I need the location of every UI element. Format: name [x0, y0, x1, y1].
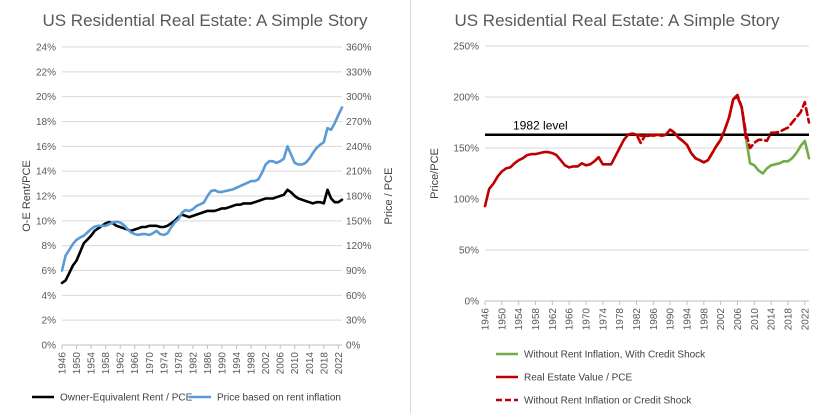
y2-tick-label: 330%: [346, 67, 372, 78]
x-tick-label: 1994: [682, 308, 693, 331]
legend-label-without-rent-inflation-or-credit-shock: Without Rent Inflation or Credit Shock: [524, 396, 692, 407]
series-line-real-estate-value-pce: [483, 95, 748, 208]
x-tick-label: 1958: [531, 308, 542, 331]
series-line-without-rent-inflation-or-credit-shock: [626, 93, 811, 164]
x-tick-label: 1986: [649, 308, 660, 331]
y-tick-label: 6%: [42, 266, 57, 277]
y2-tick-label: 180%: [346, 192, 372, 203]
legend-label-price-based-on-rent-inflation: Price based on rent inflation: [217, 393, 341, 404]
y2-tick-label: 150%: [346, 216, 372, 227]
legend-label-owner-equivalent-rent-pce: Owner-Equivalent Rent / PCE: [60, 393, 193, 404]
x-tick-label: 1954: [514, 308, 525, 331]
x-tick-label: 2006: [733, 308, 744, 331]
right-chart-svg: US Residential Real Estate: A Simple Sto…: [429, 11, 811, 407]
y-axis-title: O-E Rent/PCE: [21, 160, 33, 232]
y2-tick-label: 0%: [346, 341, 361, 352]
series-line-without-rent-inflation-with-credit-shock: [744, 136, 811, 175]
y-tick-label: 50%: [459, 246, 479, 257]
x-tick-label: 2006: [276, 352, 287, 375]
y2-axis-title: Price / PCE: [383, 168, 395, 225]
series-line-owner-equivalent-rent-pce: [60, 188, 344, 285]
x-tick-label: 1990: [218, 352, 229, 375]
x-tick-label: 1974: [159, 352, 170, 375]
x-tick-label: 2010: [750, 308, 761, 331]
y-tick-label: 24%: [36, 43, 56, 54]
x-tick-label: 1950: [497, 308, 508, 331]
y-tick-label: 250%: [453, 42, 479, 53]
chart-title: US Residential Real Estate: A Simple Sto…: [42, 11, 368, 30]
right-chart-panel: US Residential Real Estate: A Simple Sto…: [411, 0, 822, 413]
y-tick-label: 200%: [453, 93, 479, 104]
x-tick-label: 1978: [615, 308, 626, 331]
x-tick-label: 1962: [548, 308, 559, 331]
series-line-price-based-on-rent-inflation: [60, 106, 344, 272]
y-tick-label: 14%: [36, 167, 56, 178]
y2-tick-label: 90%: [346, 266, 366, 277]
x-tick-label: 1986: [203, 352, 214, 375]
y-tick-label: 12%: [36, 192, 56, 203]
y2-tick-label: 360%: [346, 43, 372, 54]
x-tick-label: 1974: [598, 308, 609, 331]
y-tick-label: 8%: [42, 241, 57, 252]
y-tick-label: 0%: [42, 341, 57, 352]
x-tick-label: 1946: [58, 352, 69, 375]
x-tick-label: 2018: [319, 352, 330, 375]
left-chart-svg: US Residential Real Estate: A Simple Sto…: [21, 11, 395, 404]
y-axis-title: Price/PCE: [429, 148, 441, 199]
legend-label-real-estate-value-pce: Real Estate Value / PCE: [524, 373, 633, 384]
x-tick-label: 2014: [305, 352, 316, 375]
x-tick-label: 1962: [116, 352, 127, 375]
y-tick-label: 20%: [36, 92, 56, 103]
y2-tick-label: 270%: [346, 117, 372, 128]
x-tick-label: 1966: [565, 308, 576, 331]
y2-tick-label: 240%: [346, 142, 372, 153]
x-tick-label: 1998: [699, 308, 710, 331]
x-tick-label: 1982: [188, 352, 199, 375]
y-tick-label: 0%: [465, 297, 480, 308]
y2-tick-label: 210%: [346, 167, 372, 178]
y-tick-label: 100%: [453, 195, 479, 206]
x-tick-label: 2014: [767, 308, 778, 331]
y-tick-label: 150%: [453, 144, 479, 155]
left-chart-panel: US Residential Real Estate: A Simple Sto…: [21, 11, 395, 404]
x-tick-label: 2002: [716, 308, 727, 331]
reference-line-label: 1982 level: [513, 119, 568, 133]
x-tick-label: 1994: [232, 352, 243, 375]
y-tick-label: 4%: [42, 291, 57, 302]
y2-tick-label: 60%: [346, 291, 366, 302]
y-tick-label: 2%: [42, 316, 57, 327]
y-tick-label: 10%: [36, 216, 56, 227]
x-tick-label: 1954: [87, 352, 98, 375]
x-tick-label: 1958: [101, 352, 112, 375]
legend-label-without-rent-inflation-with-credit-shock: Without Rent Inflation, With Credit Shoc…: [524, 350, 706, 361]
x-tick-label: 2018: [783, 308, 794, 331]
x-tick-label: 2022: [334, 352, 345, 375]
x-tick-label: 2010: [290, 352, 301, 375]
x-tick-label: 2002: [261, 352, 272, 375]
y2-tick-label: 30%: [346, 316, 366, 327]
y-tick-label: 18%: [36, 117, 56, 128]
x-tick-label: 1966: [130, 352, 141, 375]
x-tick-label: 2022: [800, 308, 811, 331]
y2-tick-label: 300%: [346, 92, 372, 103]
x-tick-label: 1950: [72, 352, 83, 375]
x-tick-label: 1990: [666, 308, 677, 331]
x-tick-label: 1978: [174, 352, 185, 375]
x-tick-label: 1970: [581, 308, 592, 331]
y-tick-label: 22%: [36, 67, 56, 78]
x-tick-label: 1970: [145, 352, 156, 375]
chart-title: US Residential Real Estate: A Simple Sto…: [454, 11, 780, 30]
panel-divider: [410, 0, 411, 413]
x-tick-label: 1998: [247, 352, 258, 375]
x-tick-label: 1982: [632, 308, 643, 331]
y2-tick-label: 120%: [346, 241, 372, 252]
y-tick-label: 16%: [36, 142, 56, 153]
x-tick-label: 1946: [481, 308, 492, 331]
